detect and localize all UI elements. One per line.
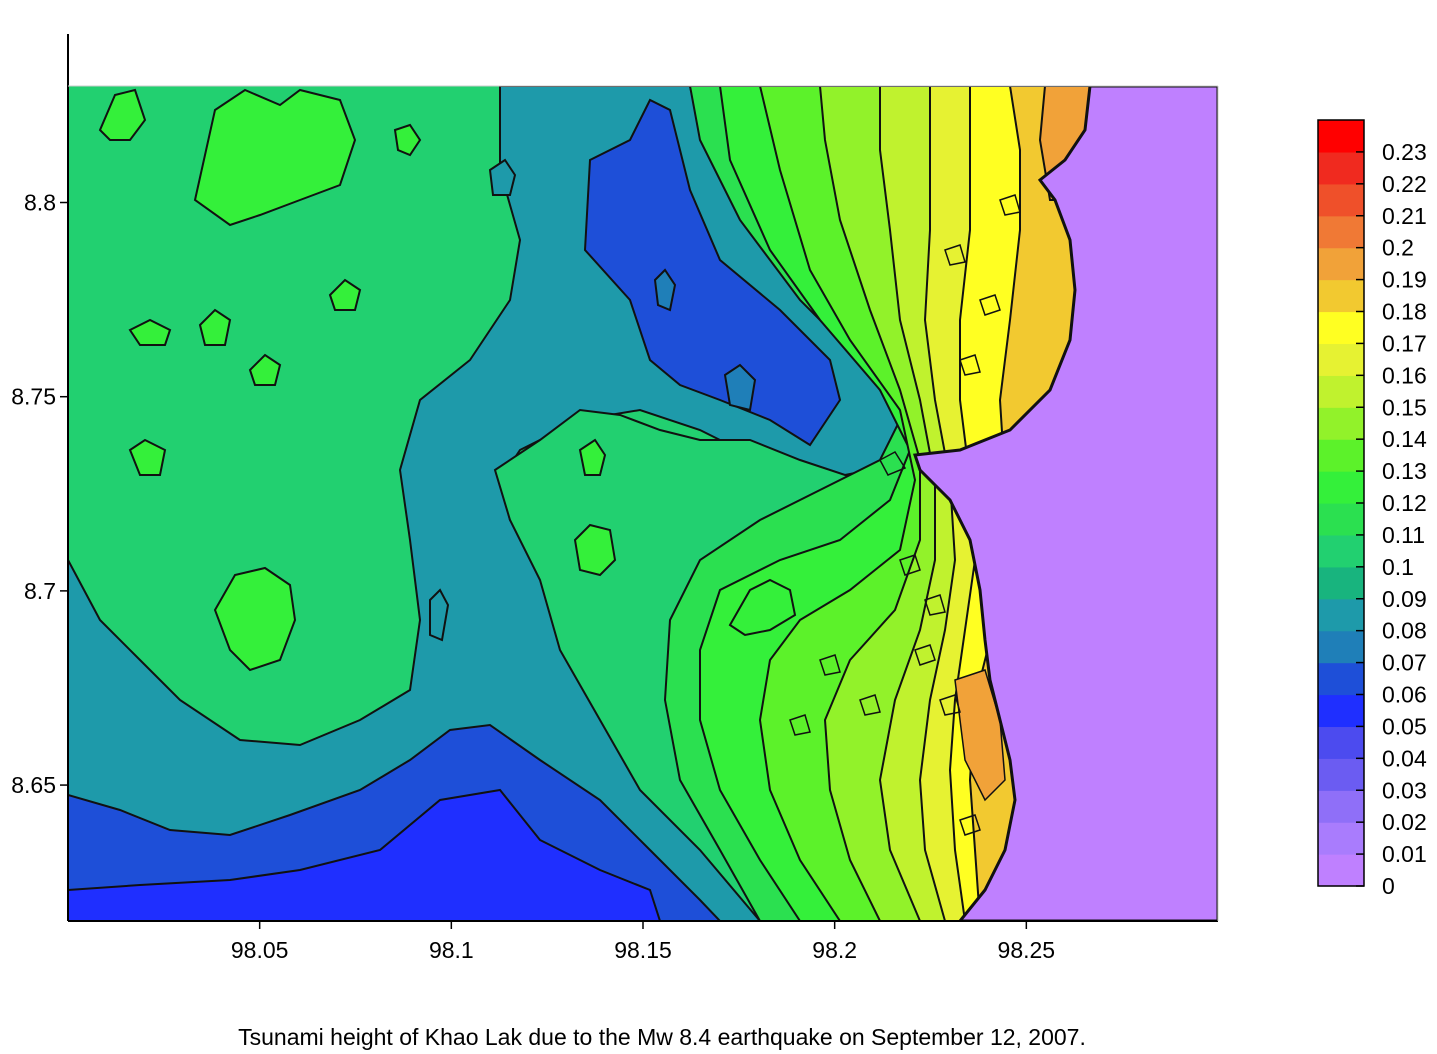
colorbar-tick-label: 0.17 bbox=[1382, 330, 1427, 356]
colorbar-tick-label: 0.04 bbox=[1382, 745, 1427, 771]
colorbar-swatch bbox=[1318, 503, 1364, 536]
island-9 bbox=[248, 353, 282, 386]
colorbar-swatch bbox=[1318, 439, 1364, 472]
islet-blue-2 bbox=[653, 268, 677, 312]
south-deep-region bbox=[68, 788, 662, 921]
figure-caption: Tsunami height of Khao Lak due to the Mw… bbox=[238, 1024, 1086, 1050]
x-tick-label: 98.25 bbox=[998, 937, 1056, 963]
x-tick-label: 98.15 bbox=[614, 937, 672, 963]
colorbar-swatch bbox=[1318, 566, 1364, 600]
islet-teal-2 bbox=[429, 588, 450, 642]
island-7 bbox=[128, 318, 172, 346]
colorbar-swatches bbox=[1318, 120, 1364, 887]
colorbar-swatch bbox=[1318, 662, 1364, 696]
colorbar-swatch bbox=[1318, 183, 1364, 217]
island-10 bbox=[128, 438, 167, 476]
island-2 bbox=[98, 88, 147, 141]
plot-area bbox=[68, 86, 1218, 921]
colorbar-tick-label: 0.18 bbox=[1382, 299, 1427, 325]
colorbar-swatch bbox=[1318, 407, 1364, 440]
colorbar-swatch bbox=[1318, 534, 1364, 568]
colorbar-tick-label: 0.06 bbox=[1382, 682, 1427, 708]
colorbar-swatch bbox=[1318, 343, 1364, 376]
colorbar-tick-label: 0.11 bbox=[1382, 522, 1425, 548]
colorbar-tick-label: 0.21 bbox=[1382, 203, 1427, 229]
colorbar-labels: 0 0.01 0.02 0.03 0.04 0.05 0.06 0.07 0.08 0.09 0.1… bbox=[1356, 139, 1427, 899]
colorbar-tick-label: 0.19 bbox=[1382, 267, 1427, 293]
colorbar-tick-label: 0.1 bbox=[1382, 554, 1414, 580]
x-axis-ticks: 98.05 98.1 98.15 98.2 98.25 bbox=[231, 921, 1055, 963]
central-blue-region bbox=[583, 98, 842, 447]
colorbar-swatch bbox=[1318, 598, 1364, 632]
colorbar-swatch bbox=[1318, 311, 1364, 345]
y-tick-label: 8.8 bbox=[24, 190, 56, 216]
colorbar-tick-label: 0.23 bbox=[1382, 139, 1427, 165]
island-4 bbox=[728, 578, 797, 637]
x-tick-label: 98.05 bbox=[231, 937, 289, 963]
island-8 bbox=[198, 308, 232, 346]
colorbar-tick-label: 0.07 bbox=[1382, 650, 1427, 676]
axes: 98.05 98.1 98.15 98.2 98.25 8.8 8.75 8.7 8.65 bbox=[11, 34, 1219, 963]
island-3 bbox=[213, 566, 297, 672]
islet-blue-1 bbox=[723, 363, 757, 412]
colorbar-tick-label: 0 bbox=[1382, 873, 1395, 899]
x-tick-label: 98.1 bbox=[429, 937, 474, 963]
colorbar: 0 0.01 0.02 0.03 0.04 0.05 0.06 0.07 0.08 0.09 0.1… bbox=[1317, 119, 1427, 899]
y-axis-ticks: 8.8 8.75 8.7 8.65 bbox=[11, 190, 68, 798]
colorbar-swatch bbox=[1318, 375, 1364, 408]
colorbar-swatch bbox=[1318, 471, 1364, 504]
colorbar-tick-label: 0.22 bbox=[1382, 171, 1427, 197]
colorbar-swatch bbox=[1318, 247, 1364, 281]
colorbar-tick-label: 0.2 bbox=[1382, 235, 1414, 261]
colorbar-tick-label: 0.09 bbox=[1382, 586, 1427, 612]
colorbar-swatch bbox=[1318, 694, 1364, 728]
islet-teal-1 bbox=[488, 158, 517, 196]
colorbar-tick-label: 0.14 bbox=[1382, 426, 1427, 452]
colorbar-tick-label: 0.16 bbox=[1382, 362, 1427, 388]
island-1 bbox=[193, 88, 357, 227]
colorbar-tick-label: 0.12 bbox=[1382, 490, 1427, 516]
colorbar-swatch bbox=[1318, 854, 1364, 887]
colorbar-swatch bbox=[1318, 726, 1364, 759]
colorbar-swatch bbox=[1318, 279, 1364, 313]
colorbar-swatch bbox=[1318, 151, 1364, 185]
island-12 bbox=[393, 123, 422, 157]
coastal-contour-details bbox=[789, 194, 1021, 836]
band-0.17-south bbox=[954, 669, 1006, 802]
island-11 bbox=[328, 278, 362, 311]
island-6 bbox=[578, 438, 607, 476]
x-tick-label: 98.2 bbox=[812, 937, 857, 963]
colorbar-swatch bbox=[1318, 790, 1364, 823]
land-mass bbox=[912, 86, 1218, 921]
y-tick-label: 8.7 bbox=[24, 578, 56, 604]
colorbar-tick-label: 0.02 bbox=[1382, 809, 1427, 835]
island-5 bbox=[573, 523, 617, 577]
colorbar-swatch bbox=[1318, 215, 1364, 249]
colorbar-tick-label: 0.01 bbox=[1382, 841, 1427, 867]
colorbar-swatch bbox=[1318, 120, 1364, 153]
y-tick-label: 8.75 bbox=[11, 384, 56, 410]
colorbar-swatch bbox=[1318, 822, 1364, 855]
colorbar-tick-label: 0.13 bbox=[1382, 458, 1427, 484]
colorbar-swatch bbox=[1318, 758, 1364, 791]
colorbar-tick-label: 0.15 bbox=[1382, 394, 1427, 420]
colorbar-tick-label: 0.03 bbox=[1382, 777, 1427, 803]
y-tick-label: 8.65 bbox=[11, 772, 56, 798]
colorbar-tick-label: 0.08 bbox=[1382, 618, 1427, 644]
colorbar-swatch bbox=[1318, 630, 1364, 664]
colorbar-tick-label: 0.05 bbox=[1382, 713, 1427, 739]
